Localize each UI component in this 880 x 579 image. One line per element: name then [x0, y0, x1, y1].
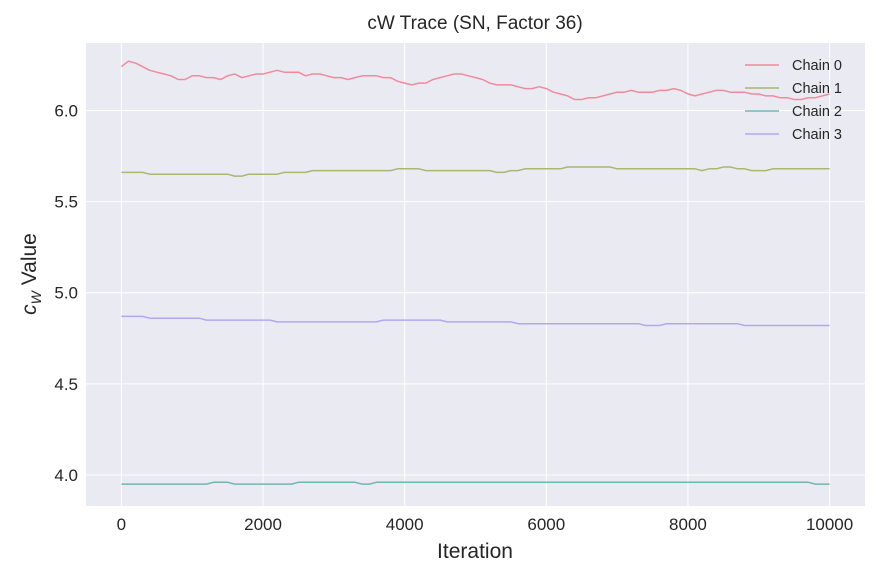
- y-tick-label: 6.0: [54, 101, 78, 120]
- y-tick-label: 5.5: [54, 193, 78, 212]
- y-axis-label-subscript: W: [28, 289, 44, 304]
- y-tick-labels: 4.0 4.5 5.0 5.5 6.0: [54, 101, 78, 485]
- grid-lines: [86, 43, 865, 506]
- y-axis-label-var: c: [18, 304, 41, 315]
- x-axis-label: Iteration: [437, 540, 513, 563]
- y-tick-label: 5.0: [54, 284, 78, 303]
- legend-label: Chain 0: [792, 58, 842, 74]
- series-line-chain-2: [121, 481, 830, 485]
- x-tick-label: 2000: [244, 515, 282, 534]
- x-tick-label: 4000: [386, 515, 424, 534]
- chart-title: cW Trace (SN, Factor 36): [367, 13, 582, 34]
- legend-label: Chain 2: [792, 104, 842, 120]
- series-lines: [120, 60, 830, 485]
- y-axis-label: cW Value: [18, 233, 44, 315]
- plot-area: [86, 43, 865, 506]
- series-line-chain-3: [121, 315, 830, 327]
- x-tick-label: 6000: [527, 515, 565, 534]
- y-axis-label-rest: Value: [18, 233, 41, 291]
- x-tick-label: 8000: [669, 515, 707, 534]
- x-tick-labels: 0 2000 4000 6000 8000 10000: [117, 515, 854, 534]
- series-line-chain-1: [121, 166, 830, 177]
- series-line-chain-0: [120, 60, 830, 101]
- y-tick-label: 4.0: [54, 466, 78, 485]
- x-tick-label: 10000: [806, 515, 853, 534]
- legend: Chain 0 Chain 1 Chain 2 Chain 3: [745, 58, 842, 143]
- x-tick-label: 0: [117, 515, 126, 534]
- legend-label: Chain 1: [792, 81, 842, 97]
- y-tick-label: 4.5: [54, 375, 78, 394]
- legend-label: Chain 3: [792, 127, 842, 143]
